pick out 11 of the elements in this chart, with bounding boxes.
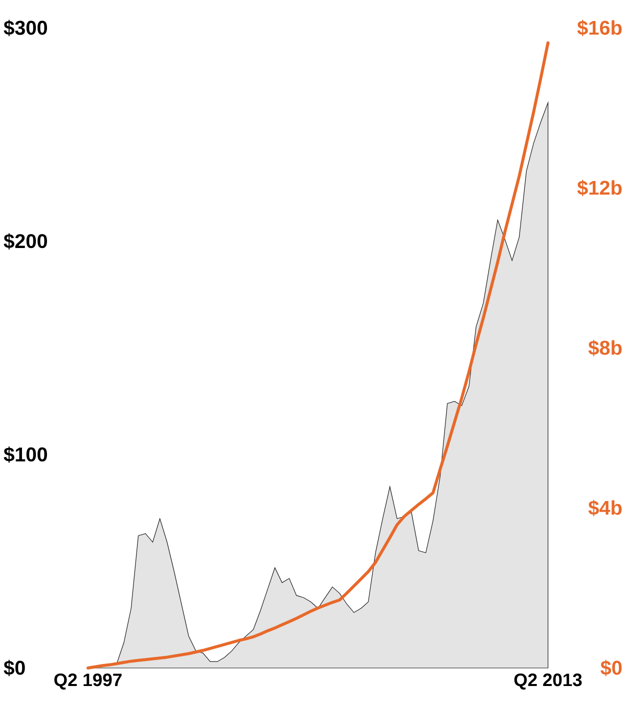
y-tick-label: $300 [4,20,48,36]
y-tick-label: $100 [4,446,48,463]
y-tick-label: $0 [4,660,25,676]
y2-tick-label: $16b [577,20,622,36]
x-tick-label: Q2 2013 [514,674,582,690]
y2-tick-label: $4b [588,500,622,516]
y2-tick-label: $0 [600,660,622,676]
y2-tick-label: $12b [577,180,622,196]
x-tick-label: Q2 1997 [54,674,122,690]
y2-tick-label: $8b [588,340,622,356]
y-tick-label: $200 [4,233,48,250]
